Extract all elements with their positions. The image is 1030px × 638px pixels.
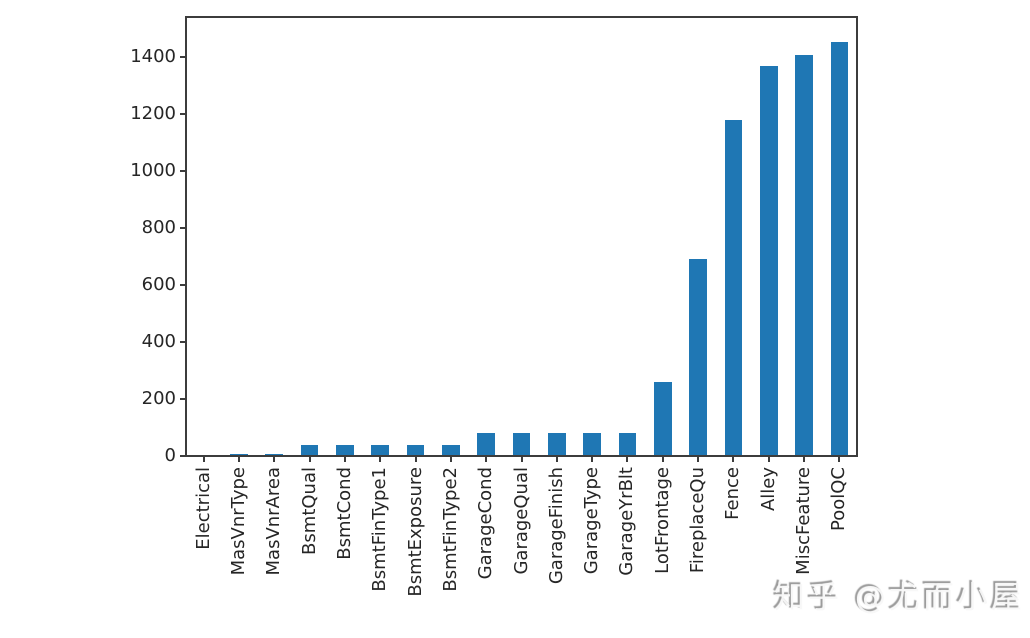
y-tick-mark xyxy=(180,55,185,58)
x-tick-label: Electrical xyxy=(192,467,214,550)
y-tick-label: 200 xyxy=(141,387,176,409)
bar-poolqc xyxy=(830,41,849,456)
x-tick-label: FireplaceQu xyxy=(687,467,709,574)
x-tick-mark xyxy=(697,456,700,462)
x-tick-label: GarageYrBlt xyxy=(616,467,638,576)
y-tick-label: 1000 xyxy=(130,159,176,181)
bar-bsmtexposure xyxy=(406,445,425,456)
y-tick-mark xyxy=(180,169,185,172)
x-tick-mark xyxy=(202,456,205,462)
axis-spine-top xyxy=(185,16,858,18)
axis-spine-left xyxy=(185,16,187,457)
bar-alley xyxy=(759,65,778,456)
x-tick-label: GarageFinish xyxy=(545,467,567,585)
y-tick-mark xyxy=(180,226,185,229)
x-tick-label: MasVnrArea xyxy=(263,467,285,576)
y-tick-mark xyxy=(180,112,185,115)
x-tick-mark xyxy=(838,456,841,462)
x-tick-mark xyxy=(591,456,594,462)
y-tick-label: 1200 xyxy=(130,102,176,124)
bar-garagefinish xyxy=(547,432,566,456)
bar-garagetype xyxy=(583,432,601,456)
bar-masvnrtype xyxy=(230,453,248,456)
bar-fence xyxy=(724,119,743,456)
x-tick-label: Alley xyxy=(757,467,779,512)
bar-bsmtqual xyxy=(300,445,319,456)
y-tick-mark xyxy=(180,397,185,400)
bar-garageyrblt xyxy=(618,432,637,456)
y-tick-mark xyxy=(180,340,185,343)
x-tick-mark xyxy=(555,456,558,462)
x-tick-label: LotFrontage xyxy=(651,467,673,574)
y-tick-label: 0 xyxy=(164,445,176,466)
y-tick-mark xyxy=(180,455,185,457)
x-tick-mark xyxy=(767,456,770,462)
bar-garagequal xyxy=(512,432,531,456)
x-tick-mark xyxy=(308,456,311,462)
y-tick-mark xyxy=(180,283,185,286)
x-tick-mark xyxy=(237,456,240,462)
x-tick-mark xyxy=(803,456,806,462)
x-tick-mark xyxy=(273,456,276,462)
x-tick-label: GarageCond xyxy=(475,467,497,580)
axis-spine-bottom xyxy=(185,455,858,457)
x-tick-mark xyxy=(343,456,346,462)
y-tick-label: 400 xyxy=(141,330,176,352)
x-tick-label: GarageType xyxy=(581,467,603,575)
x-tick-mark xyxy=(485,456,488,462)
bar-bsmtfintype2 xyxy=(442,445,460,456)
bar-miscfeature xyxy=(795,55,813,456)
x-tick-label: GarageQual xyxy=(510,467,532,575)
bar-bsmtfintype1 xyxy=(371,445,390,456)
bar-bsmtcond xyxy=(336,445,354,456)
x-tick-label: BsmtFinType1 xyxy=(369,467,391,592)
x-tick-label: MasVnrType xyxy=(227,467,249,576)
bar-masvnrarea xyxy=(265,453,284,456)
x-tick-mark xyxy=(379,456,382,462)
bar-garagecond xyxy=(477,432,495,456)
x-tick-label: MiscFeature xyxy=(793,467,815,575)
plot-area xyxy=(186,17,857,456)
x-tick-label: BsmtQual xyxy=(298,467,320,555)
y-tick-label: 800 xyxy=(141,216,176,238)
x-tick-label: PoolQC xyxy=(828,467,850,531)
x-tick-mark xyxy=(414,456,417,462)
x-tick-mark xyxy=(661,456,664,462)
y-tick-label: 1400 xyxy=(130,45,176,67)
y-tick-label: 600 xyxy=(141,273,176,295)
axis-spine-right xyxy=(856,16,858,457)
x-tick-label: BsmtExposure xyxy=(404,467,426,597)
x-tick-label: Fence xyxy=(722,467,744,520)
x-tick-mark xyxy=(626,456,629,462)
x-tick-label: BsmtFinType2 xyxy=(439,467,461,592)
watermark: 知乎 @尤而小屋 xyxy=(774,580,1025,616)
bar-lotfrontage xyxy=(653,382,672,456)
x-tick-mark xyxy=(449,456,452,462)
bar-fireplacequ xyxy=(689,259,707,456)
x-tick-mark xyxy=(520,456,523,462)
x-tick-mark xyxy=(732,456,735,462)
x-tick-label: BsmtCond xyxy=(333,467,355,560)
